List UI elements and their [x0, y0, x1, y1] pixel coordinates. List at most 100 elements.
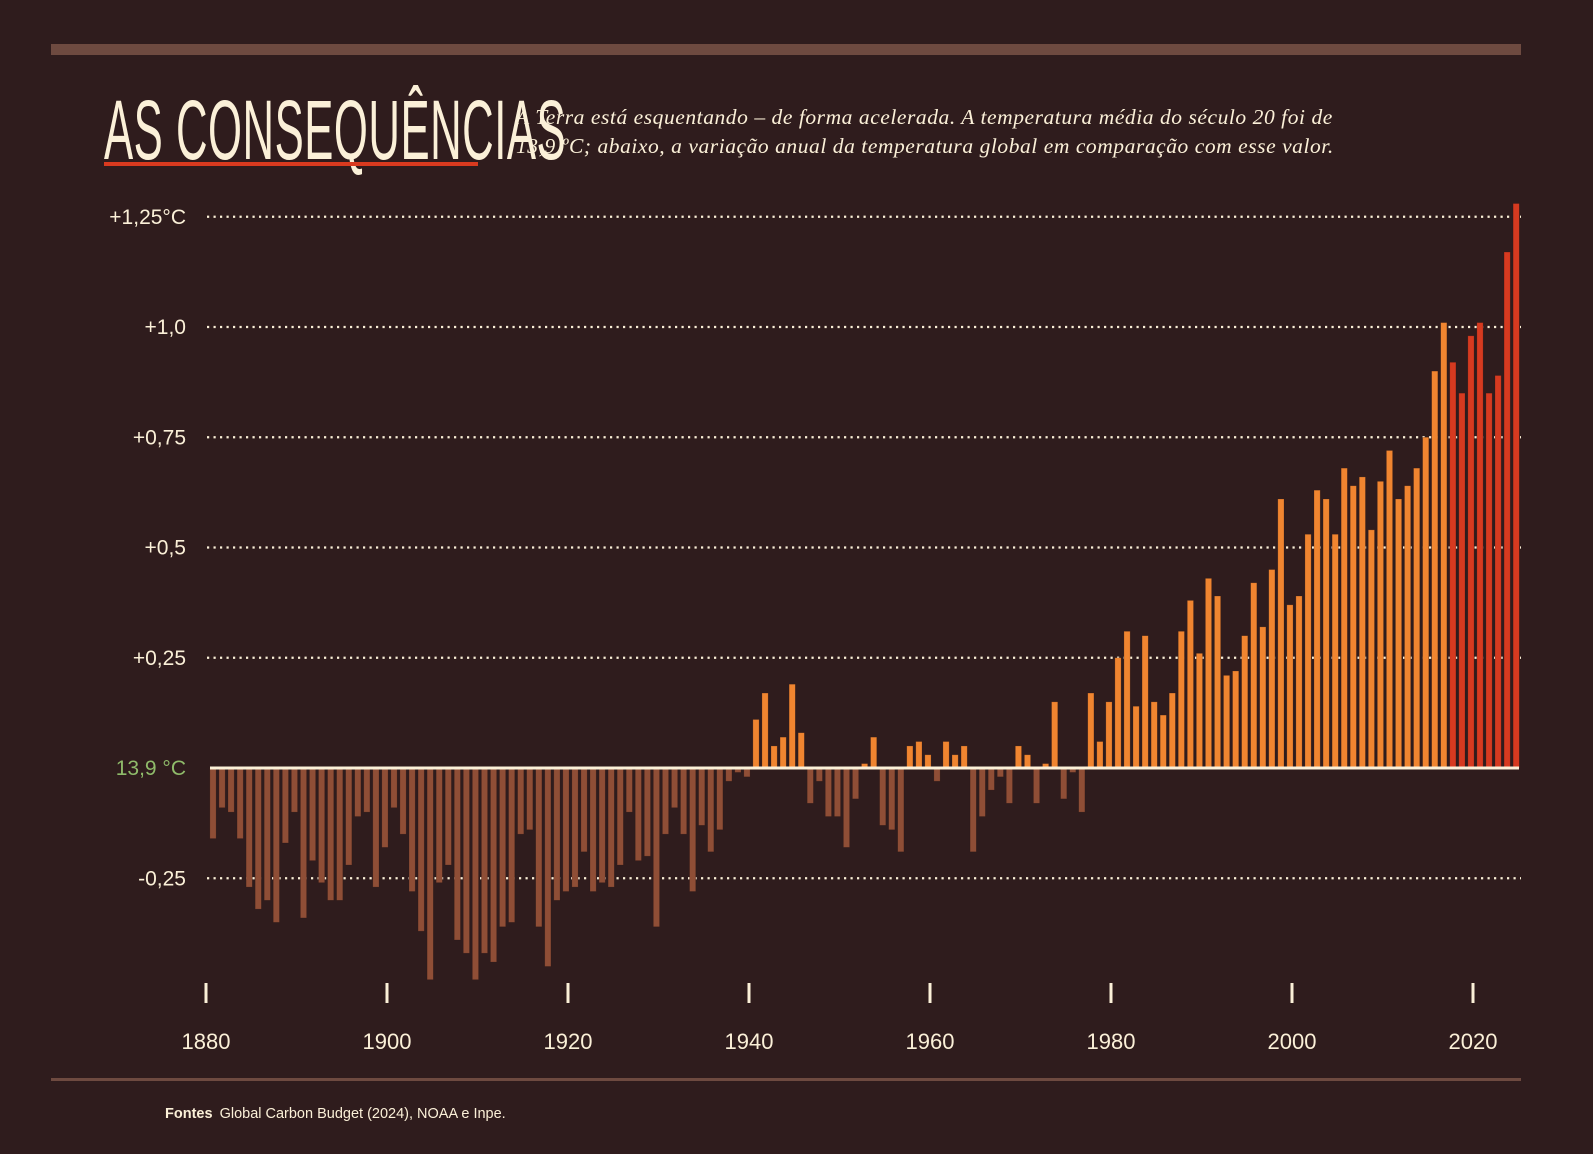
bar-1895: [345, 767, 353, 866]
bar-1910: [481, 767, 488, 954]
bar-1911: [490, 767, 497, 963]
bar-2013: [1413, 467, 1421, 769]
bar-1933: [689, 767, 697, 892]
subtitle-line-2: 13,9 ºC; abaixo, a variação anual da tem…: [516, 134, 1334, 158]
bar-1881: [218, 767, 226, 808]
bar-2007: [1358, 476, 1366, 769]
sources-text: Global Carbon Budget (2024), NOAA e Inpe…: [219, 1106, 506, 1122]
bar-1942: [770, 745, 778, 769]
bar-2002: [1313, 489, 1321, 769]
bar-1916: [535, 767, 543, 928]
bar-1992: [1223, 675, 1230, 769]
bar-1921: [580, 767, 588, 853]
bar-1999: [1286, 604, 1294, 769]
bar-1953: [870, 736, 878, 769]
bar-1884: [245, 767, 253, 888]
sources: Fontes Global Carbon Budget (2024), NOAA…: [165, 1106, 506, 1122]
bar-1934: [698, 767, 706, 826]
bar-1941: [761, 692, 769, 769]
bar-1963: [960, 745, 968, 769]
bar-1889: [291, 767, 298, 813]
bar-1927: [634, 767, 642, 861]
bar-1997: [1268, 569, 1276, 769]
top-band: [51, 44, 1521, 55]
bar-1917: [544, 767, 552, 967]
bar-1984: [1150, 701, 1158, 769]
y-tick-label: +1,25°C: [109, 206, 186, 229]
bar-2015: [1431, 370, 1439, 769]
bar-1995: [1250, 582, 1258, 769]
bar-2017: [1449, 361, 1457, 769]
bar-1885: [254, 767, 262, 910]
bar-2023: [1503, 251, 1511, 769]
bar-1959: [924, 754, 932, 769]
bar-1946: [806, 767, 814, 804]
bar-1983: [1141, 635, 1149, 769]
bar-1947: [815, 767, 823, 782]
bar-2019: [1467, 335, 1475, 769]
bar-1901: [399, 767, 407, 835]
bar-1892: [318, 767, 325, 883]
gridlines: [207, 215, 1521, 880]
bar-1987: [1177, 630, 1185, 769]
bar-1990: [1205, 578, 1212, 769]
bar-2020: [1476, 322, 1484, 769]
bar-2016: [1440, 322, 1448, 769]
subtitle: A Terra está esquentando – de forma acel…: [516, 103, 1476, 161]
x-tick-label: 2000: [1268, 1029, 1317, 1054]
bar-1891: [309, 767, 316, 861]
bar-1980: [1114, 657, 1122, 769]
bar-1883: [236, 767, 244, 839]
x-tick-label: 1880: [182, 1029, 231, 1054]
y-tick-label: +1,0: [145, 316, 186, 339]
bar-1988: [1187, 600, 1194, 769]
bar-1982: [1132, 705, 1140, 769]
bar-1882: [227, 767, 235, 813]
bar-2009: [1377, 481, 1384, 769]
bar-1925: [616, 767, 624, 866]
bar-1973: [1051, 701, 1059, 769]
bar-1993: [1232, 670, 1240, 769]
bar-1928: [643, 767, 651, 857]
bar-1900: [390, 767, 398, 808]
bar-1923: [598, 767, 606, 883]
bar-1922: [589, 767, 597, 892]
bar-1974: [1060, 767, 1068, 800]
bar-1893: [327, 767, 335, 901]
bar-1960: [933, 767, 941, 782]
bar-2018: [1458, 392, 1466, 769]
y-axis-labels: +1,25°C +1,0 +0,75 +0,5 +0,25 -0,25 13,9 °C: [109, 206, 186, 891]
bar-1951: [852, 767, 859, 800]
bar-2022: [1494, 375, 1502, 769]
bar-1943: [779, 736, 787, 769]
x-tick-label: 1900: [363, 1029, 412, 1054]
bar-1932: [680, 767, 687, 835]
bar-1905: [435, 767, 443, 883]
bar-1994: [1241, 635, 1249, 769]
bar-1976: [1078, 767, 1086, 813]
bar-1949: [834, 767, 841, 817]
bar-1915: [526, 767, 534, 831]
bar-1961: [942, 741, 950, 769]
bar-1935: [707, 767, 715, 853]
x-tick-label: 1980: [1087, 1029, 1136, 1054]
bar-1944: [788, 683, 796, 769]
baseline-label: 13,9 °C: [116, 757, 186, 780]
bar-1978: [1096, 741, 1104, 769]
bar-1907: [453, 767, 461, 941]
bar-1937: [725, 767, 733, 782]
bar-1902: [408, 767, 416, 892]
bar-1955: [888, 767, 896, 831]
bar-1964: [969, 767, 977, 853]
bar-2024: [1512, 203, 1520, 769]
bar-1887: [272, 767, 280, 923]
bar-1940: [752, 719, 760, 769]
bar-1979: [1105, 701, 1113, 769]
bar-1912: [499, 767, 506, 928]
bar-2001: [1304, 533, 1312, 769]
bar-1945: [797, 732, 805, 769]
bar-1986: [1168, 692, 1176, 769]
bar-1904: [426, 767, 434, 980]
bar-1899: [381, 767, 389, 848]
